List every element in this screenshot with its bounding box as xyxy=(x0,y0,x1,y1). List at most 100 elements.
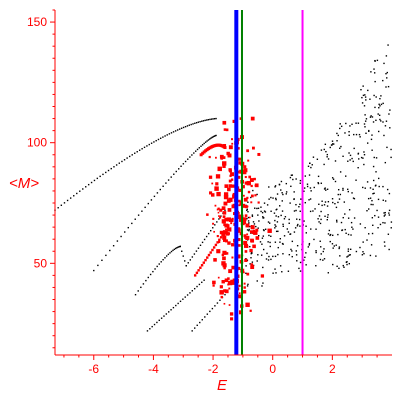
red-point xyxy=(267,228,272,233)
black-point xyxy=(257,214,259,216)
black-point xyxy=(261,243,263,245)
black-point xyxy=(340,125,343,128)
black-point xyxy=(294,227,297,229)
black-point xyxy=(290,185,292,188)
x-tick-label: 0 xyxy=(269,362,276,376)
black-point xyxy=(207,118,210,121)
black-point xyxy=(384,222,386,224)
black-point xyxy=(105,171,107,174)
black-point xyxy=(263,210,266,212)
black-point xyxy=(364,226,366,229)
black-point xyxy=(348,131,350,133)
red-point xyxy=(249,216,251,219)
black-point xyxy=(172,249,174,252)
black-point xyxy=(337,188,340,191)
black-point xyxy=(304,201,307,204)
black-point xyxy=(291,240,294,243)
black-point xyxy=(66,199,69,202)
black-point xyxy=(283,235,286,237)
red-point xyxy=(252,244,256,249)
black-point xyxy=(304,256,306,259)
black-point xyxy=(347,248,350,250)
black-point xyxy=(299,261,302,264)
red-point xyxy=(197,269,200,272)
red-point xyxy=(221,253,225,257)
black-point xyxy=(324,143,327,146)
black-point xyxy=(143,146,146,149)
red-point xyxy=(222,120,227,125)
black-point xyxy=(293,231,296,233)
black-point xyxy=(214,305,216,307)
black-point xyxy=(295,254,298,256)
black-point xyxy=(322,259,324,261)
black-point xyxy=(170,176,172,178)
black-point xyxy=(275,209,277,211)
black-point xyxy=(247,220,250,222)
black-point xyxy=(325,150,327,153)
black-point xyxy=(248,228,250,231)
red-point xyxy=(237,147,240,150)
black-point xyxy=(116,240,119,242)
black-point xyxy=(377,177,380,180)
red-point xyxy=(217,211,220,214)
black-point xyxy=(309,162,311,164)
x-tick-label: 2 xyxy=(329,362,336,376)
red-point xyxy=(253,230,258,235)
black-point xyxy=(347,217,350,219)
black-point xyxy=(311,164,313,166)
black-point xyxy=(329,146,331,149)
black-point xyxy=(167,253,170,256)
black-point xyxy=(262,248,265,251)
black-point xyxy=(361,254,364,256)
black-point xyxy=(372,165,375,168)
black-point xyxy=(201,241,204,244)
black-point xyxy=(362,186,364,189)
black-point xyxy=(378,185,380,188)
black-point xyxy=(250,251,253,253)
red-point xyxy=(257,201,260,204)
red-point xyxy=(230,280,235,285)
black-point xyxy=(176,129,179,131)
black-point xyxy=(336,132,338,135)
black-point xyxy=(265,258,268,260)
black-point xyxy=(326,216,329,218)
black-point xyxy=(329,233,332,236)
black-point xyxy=(267,259,270,261)
red-point xyxy=(228,304,231,306)
black-point xyxy=(357,166,359,169)
red-point xyxy=(223,266,226,270)
black-point xyxy=(213,135,215,137)
red-point xyxy=(224,217,228,222)
black-point xyxy=(165,255,168,257)
black-point xyxy=(191,154,193,156)
red-point xyxy=(243,234,247,238)
black-point xyxy=(204,119,206,122)
black-point xyxy=(279,265,282,267)
black-point xyxy=(248,225,251,228)
black-point xyxy=(297,223,299,226)
red-point xyxy=(215,174,221,179)
black-point xyxy=(172,131,175,133)
black-point xyxy=(320,149,323,151)
black-point xyxy=(256,207,258,210)
black-point xyxy=(364,126,366,128)
black-point xyxy=(334,203,336,205)
black-point xyxy=(211,307,214,310)
red-point xyxy=(221,233,225,237)
black-point xyxy=(148,143,150,146)
red-point xyxy=(244,205,248,209)
red-point xyxy=(245,302,250,307)
black-point xyxy=(136,151,138,153)
black-point xyxy=(197,121,200,123)
black-point xyxy=(99,175,101,178)
black-point xyxy=(385,120,388,122)
red-point xyxy=(221,261,226,266)
x-tick-label: -6 xyxy=(88,362,99,376)
red-point xyxy=(250,265,255,270)
red-point xyxy=(238,204,241,207)
black-point xyxy=(63,202,66,204)
black-point xyxy=(289,176,292,179)
black-point xyxy=(131,222,133,225)
black-point xyxy=(309,187,312,189)
